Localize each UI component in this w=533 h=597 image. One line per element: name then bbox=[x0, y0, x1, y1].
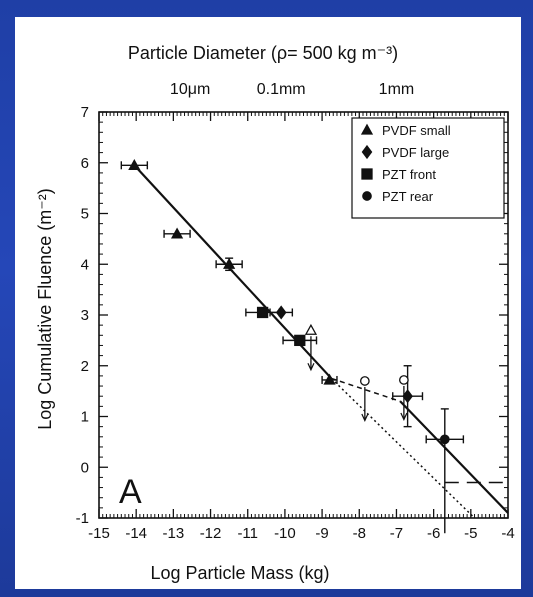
legend-label: PZT rear bbox=[382, 189, 434, 204]
y-tick-label: -1 bbox=[76, 510, 89, 527]
x-tick-label: -10 bbox=[274, 525, 296, 542]
legend-label: PVDF large bbox=[382, 145, 449, 160]
x-tick-label: -13 bbox=[163, 525, 185, 542]
legend-marker-square bbox=[361, 168, 373, 180]
panel-letter: A bbox=[119, 473, 142, 511]
x-tick-label: -9 bbox=[315, 525, 328, 542]
data-point-diamond bbox=[402, 389, 413, 404]
legend-marker-triangle bbox=[360, 123, 374, 135]
legend: PVDF small PVDF large PZT front PZT rear bbox=[351, 117, 505, 219]
data-point-triangle bbox=[223, 257, 236, 269]
plot-area: -15 -14 -13 -12 -11 -10 -9 -8 -7 -6 -5 -4-101234567… bbox=[76, 81, 515, 542]
x-tick-label: -11 bbox=[237, 525, 258, 542]
y-tick-label: 3 bbox=[81, 307, 89, 324]
data-point-circle bbox=[399, 375, 409, 385]
y-tick-label: 1 bbox=[81, 409, 89, 426]
y-tick-label: 0 bbox=[81, 459, 89, 476]
legend-label: PZT front bbox=[382, 167, 436, 182]
x-tick-label: -12 bbox=[200, 525, 222, 542]
limit-arrow-head bbox=[400, 412, 408, 421]
x-tick-label: -14 bbox=[125, 525, 147, 542]
fit-line-solid bbox=[133, 164, 333, 380]
legend-label: PVDF small bbox=[382, 123, 451, 138]
y-tick-label: 7 bbox=[81, 104, 89, 121]
x-tick-label: -8 bbox=[353, 525, 366, 542]
fit-line-dotted bbox=[330, 377, 476, 519]
data-point-circle bbox=[439, 434, 450, 445]
legend-marker-diamond bbox=[361, 144, 373, 160]
y-tick-label: 4 bbox=[81, 256, 89, 273]
data-point-triangle bbox=[170, 227, 184, 239]
x-tick-label: -7 bbox=[390, 525, 403, 542]
y-tick-label: 2 bbox=[81, 358, 89, 375]
data-point-square bbox=[294, 334, 306, 347]
data-point-triangle bbox=[304, 323, 318, 335]
fit-line-solid bbox=[399, 400, 509, 514]
data-point-triangle bbox=[128, 158, 141, 170]
legend-box bbox=[351, 117, 505, 219]
chart-title: Particle Diameter (ρ= 500 kg m⁻³) bbox=[128, 43, 398, 63]
limit-arrow-head bbox=[361, 413, 369, 423]
data-point-square bbox=[256, 306, 269, 319]
limit-arrow-head bbox=[307, 362, 315, 372]
top-axis-label: 1mm bbox=[379, 81, 415, 98]
data-point-circle bbox=[359, 376, 370, 386]
x-tick-label: -6 bbox=[427, 525, 440, 542]
top-axis-label: 0.1mm bbox=[257, 81, 306, 98]
x-axis-title: Log Particle Mass (kg) bbox=[150, 563, 329, 583]
x-tick-label: -15 bbox=[88, 525, 110, 542]
fit-line-dashed bbox=[331, 377, 401, 402]
x-tick-label: -4 bbox=[501, 525, 514, 542]
chart: Particle Diameter (ρ= 500 kg m⁻³) Log Pa… bbox=[35, 43, 515, 583]
y-tick-label: 5 bbox=[81, 206, 89, 223]
legend-marker-circle bbox=[362, 191, 372, 201]
data-point-triangle bbox=[323, 373, 336, 385]
x-tick-label: -5 bbox=[464, 525, 477, 542]
top-axis-label: 10μm bbox=[170, 81, 210, 98]
chart-panel: Particle Diameter (ρ= 500 kg m⁻³) Log Pa… bbox=[15, 17, 521, 589]
y-axis-title: Log Cumulative Fluence (m⁻²) bbox=[35, 188, 55, 430]
y-tick-label: 6 bbox=[81, 155, 89, 172]
